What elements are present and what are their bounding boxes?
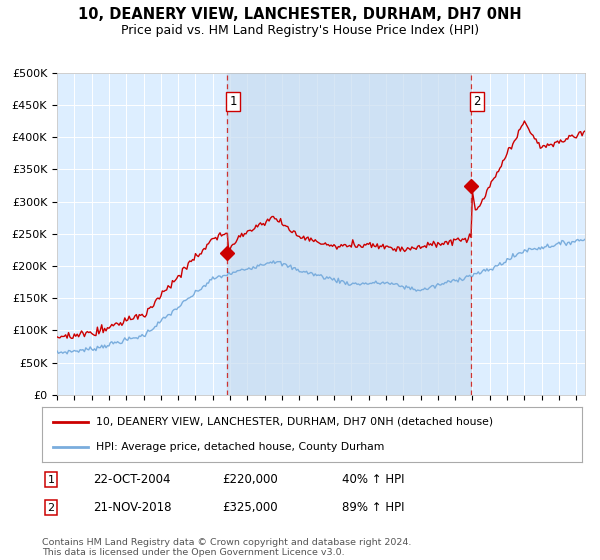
Text: 1: 1 [229,95,237,108]
Text: 40% ↑ HPI: 40% ↑ HPI [342,473,404,487]
Text: Price paid vs. HM Land Registry's House Price Index (HPI): Price paid vs. HM Land Registry's House … [121,24,479,37]
Text: HPI: Average price, detached house, County Durham: HPI: Average price, detached house, Coun… [96,442,385,452]
Text: 89% ↑ HPI: 89% ↑ HPI [342,501,404,515]
Text: £325,000: £325,000 [222,501,278,515]
Text: 22-OCT-2004: 22-OCT-2004 [93,473,170,487]
Text: £220,000: £220,000 [222,473,278,487]
Text: 1: 1 [47,475,55,485]
Text: 10, DEANERY VIEW, LANCHESTER, DURHAM, DH7 0NH: 10, DEANERY VIEW, LANCHESTER, DURHAM, DH… [78,7,522,22]
Text: Contains HM Land Registry data © Crown copyright and database right 2024.
This d: Contains HM Land Registry data © Crown c… [42,538,412,557]
Text: 2: 2 [47,503,55,513]
Bar [227,73,471,395]
Text: 21-NOV-2018: 21-NOV-2018 [93,501,172,515]
Text: 2: 2 [473,95,481,108]
Text: 10, DEANERY VIEW, LANCHESTER, DURHAM, DH7 0NH (detached house): 10, DEANERY VIEW, LANCHESTER, DURHAM, DH… [96,417,493,427]
